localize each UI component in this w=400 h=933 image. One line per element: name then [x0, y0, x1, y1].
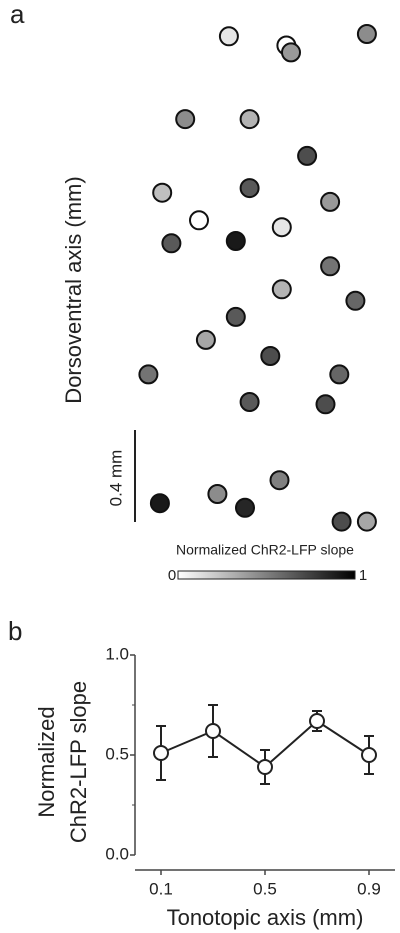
panel-label: a	[10, 0, 25, 29]
recording-site	[207, 484, 228, 504]
data-point	[309, 713, 325, 729]
data-point	[205, 723, 221, 739]
recording-site	[195, 329, 216, 350]
data-point	[361, 747, 377, 763]
recording-site	[152, 182, 173, 203]
colorbar-label: Normalized ChR2-LFP slope	[176, 542, 354, 558]
recording-site	[149, 493, 170, 514]
panel-label: b	[8, 616, 22, 646]
recording-site	[320, 191, 341, 212]
recording-site	[175, 109, 196, 130]
y-axis-label: Normalized	[34, 706, 59, 817]
recording-site	[260, 346, 281, 366]
y-axis-label: Dorsoventral axis (mm)	[61, 176, 86, 403]
recording-site	[225, 306, 246, 327]
recording-site	[329, 364, 350, 385]
y-tick-label: 1.0	[105, 644, 129, 663]
y-tick-label: 0.0	[105, 844, 129, 863]
colorbar	[177, 570, 356, 580]
recording-site	[161, 233, 182, 254]
x-tick-label: 0.9	[357, 879, 381, 898]
recording-site	[239, 178, 260, 199]
recording-site	[189, 210, 209, 231]
recording-site	[271, 279, 292, 300]
y-axis-label: ChR2-LFP slope	[66, 681, 91, 843]
scale-bar-label: 0.4 mm	[106, 450, 125, 507]
recording-site	[239, 392, 260, 412]
recording-site	[331, 511, 352, 532]
recording-site	[345, 290, 366, 311]
recording-site	[356, 24, 377, 44]
recording-site	[269, 470, 290, 491]
recording-site	[239, 109, 260, 130]
recording-site	[218, 26, 239, 47]
recording-site	[281, 42, 301, 63]
recording-site	[356, 511, 377, 532]
recording-site	[320, 256, 341, 277]
recording-site	[297, 145, 318, 166]
recording-site	[225, 231, 246, 251]
colorbar-tick-label: 1	[359, 567, 367, 584]
x-axis-label: Tonotopic axis (mm)	[167, 905, 364, 930]
recording-site	[138, 364, 159, 385]
x-tick-label: 0.5	[253, 879, 277, 898]
y-tick-label: 0.5	[105, 744, 129, 763]
data-point	[257, 759, 273, 775]
x-tick-label: 0.1	[149, 879, 173, 898]
recording-site	[235, 497, 255, 518]
recording-site	[271, 217, 292, 238]
colorbar-tick-label: 0	[168, 567, 176, 584]
data-point	[153, 745, 169, 761]
recording-site	[315, 394, 336, 415]
